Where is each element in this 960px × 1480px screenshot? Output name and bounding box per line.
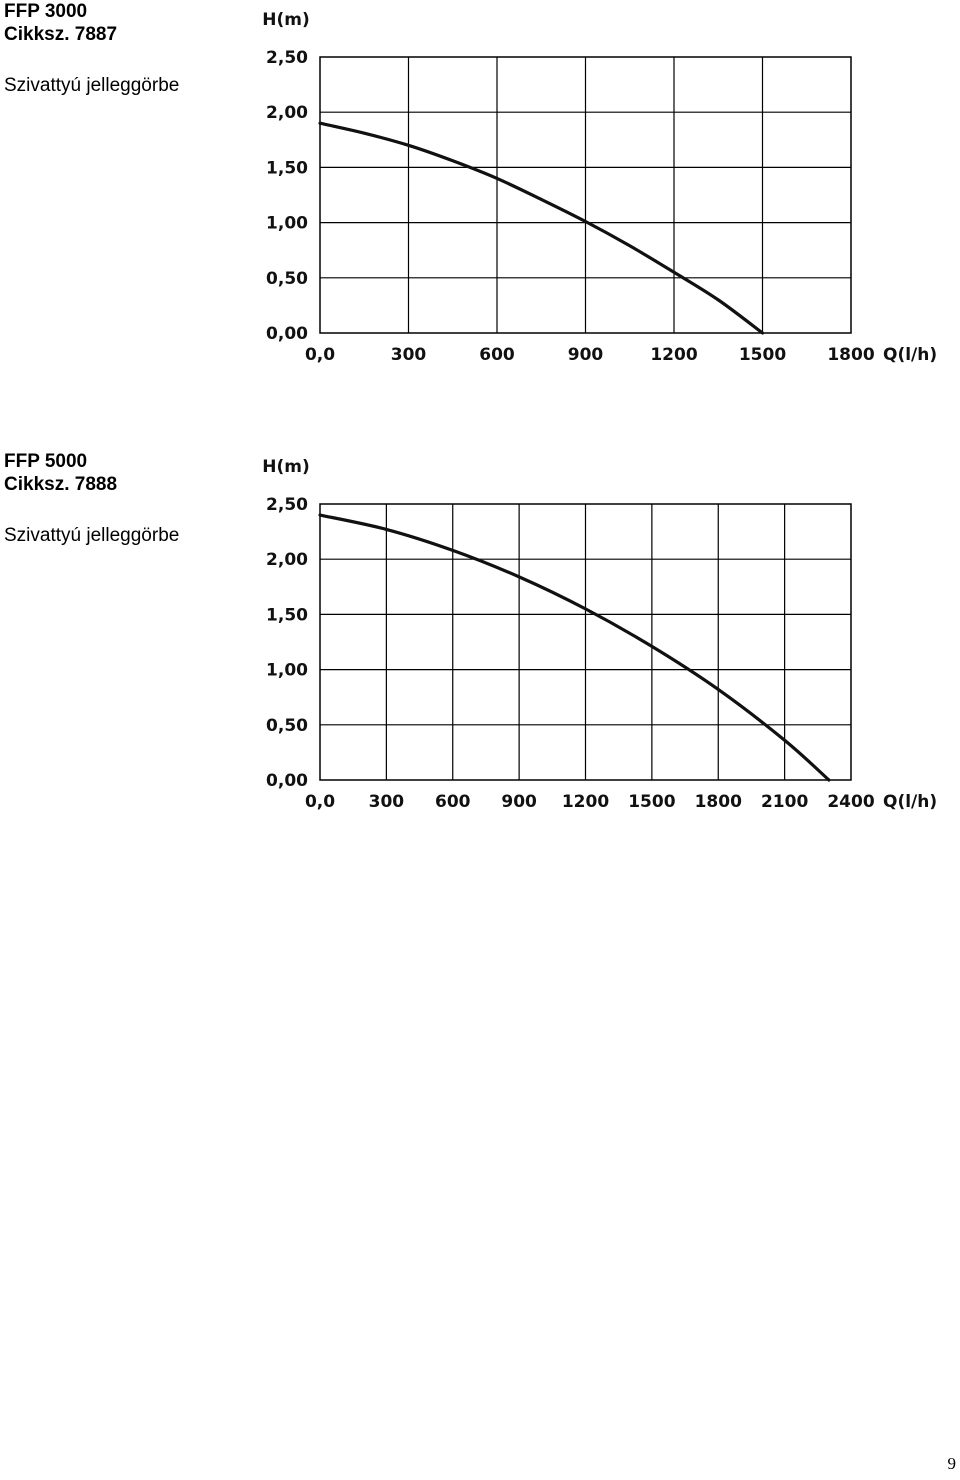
item-number: Cikksz. 7888 [4,474,118,495]
x-tick-label: 1200 [650,345,697,365]
y-tick-label: 0,50 [266,716,308,736]
y-tick-label: 1,50 [266,605,308,625]
x-tick-label: 900 [568,345,604,365]
section-1-header: FFP 3000 Cikksz. 7887 Szivattyú jelleggö… [4,0,179,97]
y-tick-label: 1,00 [266,214,308,234]
y-tick-label: 0,00 [266,324,308,344]
section-2-header: FFP 5000 Cikksz. 7888 Szivattyú jelleggö… [4,450,179,547]
x-axis-label: Q(l/h) [883,345,937,365]
x-tick-label: 2400 [827,792,874,812]
y-tick-label: 2,50 [266,495,308,515]
x-tick-label: 600 [435,792,471,812]
x-axis-label: Q(l/h) [883,792,937,812]
x-tick-label: 1500 [739,345,786,365]
y-tick-label: 1,50 [266,158,308,178]
y-tick-label: 0,50 [266,269,308,289]
x-tick-label: 300 [391,345,427,365]
x-tick-label: 0,0 [305,792,335,812]
model-name: FFP 5000 [4,451,88,472]
chart-caption: Szivattyú jelleggörbe [4,525,180,546]
x-tick-label: 300 [369,792,405,812]
x-tick-label: 900 [501,792,537,812]
y-axis-label: H(m) [262,10,309,30]
pump-curve-chart-ffp-5000: 0,0 300 600 900 1200 1500 1800 2100 2400 0,00 0,50… [262,457,937,812]
x-tick-label: 1800 [827,345,874,365]
x-tick-label: 0,0 [305,345,335,365]
x-tick-label: 1500 [628,792,675,812]
y-tick-label: 2,00 [266,103,308,123]
y-tick-label: 1,00 [266,661,308,681]
x-tick-label: 2100 [761,792,808,812]
pump-curve-chart-ffp-3000: 0,0 300 600 900 1200 1500 1800 0,00 0,50 1,00 1,50… [262,10,937,365]
y-axis-label: H(m) [262,457,309,477]
item-number: Cikksz. 7887 [4,24,118,45]
pump-curve-line [318,121,765,335]
x-tick-label: 1800 [695,792,742,812]
chart-caption: Szivattyú jelleggörbe [4,75,180,96]
page-number: 9 [947,1454,957,1473]
x-tick-label: 1200 [562,792,609,812]
model-name: FFP 3000 [4,1,88,22]
y-tick-label: 0,00 [266,771,308,791]
y-tick-label: 2,50 [266,48,308,68]
x-tick-label: 600 [479,345,515,365]
pump-curve-line [318,513,831,782]
y-tick-label: 2,00 [266,550,308,570]
